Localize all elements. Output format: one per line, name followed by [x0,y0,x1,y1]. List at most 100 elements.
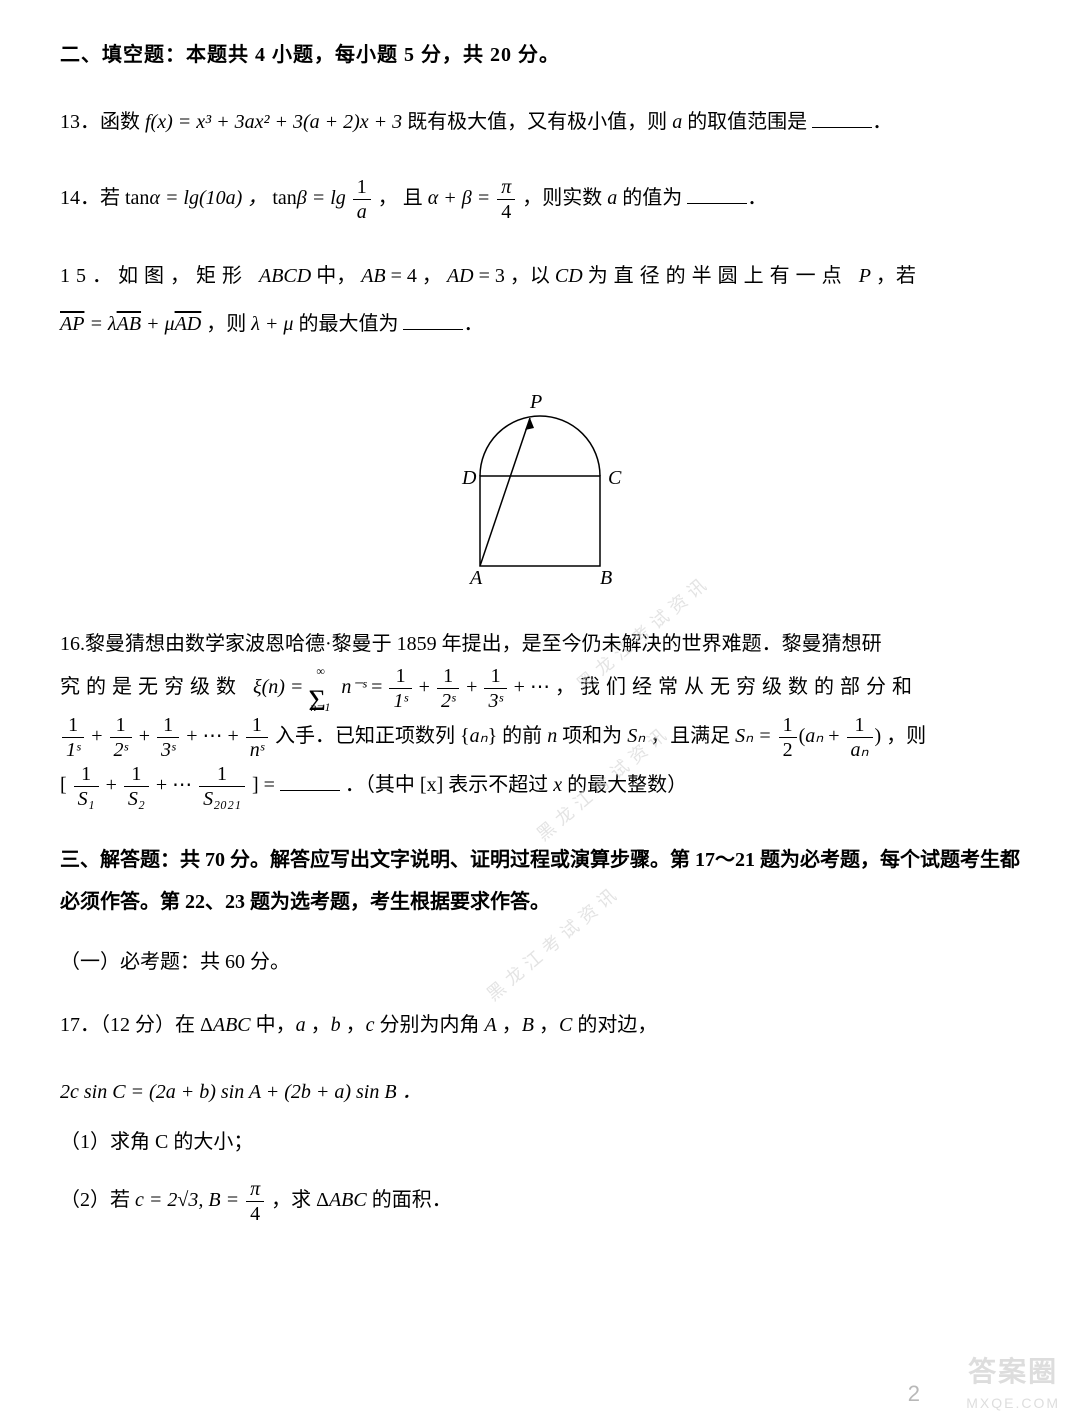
frac-num: 1 [110,713,132,738]
frac-den: 4 [497,200,515,224]
problem-13: 13．函数 f(x) = x³ + 3ax² + 3(a + 2)x + 3 既… [60,98,1020,146]
p17-B: B [522,1014,534,1036]
problem-15: 15．如图，矩形 ABCD 中， AB = 4 ， AD = 3 ，以 CD 为… [60,252,1020,348]
frac-den: 4 [246,1202,264,1226]
p16-an: aₙ [470,725,488,747]
p13-blank [812,108,872,128]
p15-1c: 为直径的半圆上有一点 [588,265,859,287]
p15-vec-ad: AD [175,313,202,335]
p17-eqline: 2c sin C = (2a + b) sin A + (2b + a) sin… [60,1077,1020,1107]
section-2-header: 二、填空题：本题共 4 小题，每小题 5 分，共 20 分。 [60,40,1020,70]
frac-num: 1 [74,762,99,787]
p16-zeta: ξ(n) = [253,676,308,698]
fig-label-b: B [600,567,612,589]
p14-and: 且 [403,187,428,209]
p16-sn: Sₙ [627,725,645,747]
frac-den: 3ˢ [484,689,506,713]
p17-abc2: ABC [329,1189,367,1211]
p16-l1: 16.黎曼猜想由数学家波恩哈德·黎曼于 1859 年提出，是至今仍未解决的世界难… [60,633,882,655]
p13-formula: f(x) = x³ + 3ax² + 3(a + 2)x + 3 [145,111,402,133]
p15-eq4: = 4 ， [386,265,447,287]
frac-num: 1 [437,664,459,689]
p17-q1: （1）求角 C 的大小； [60,1127,1020,1157]
fig-label-c: C [608,467,622,489]
p15-cd: CD [555,265,583,287]
p16-f3: 13ˢ [484,664,506,713]
fig-label-p: P [529,391,542,413]
p16-f1: 11ˢ [389,664,411,713]
frac-den: S₁ [74,787,99,811]
fig-label-d: D [461,467,477,489]
p17-C: C [559,1014,572,1036]
frac-den: 2ˢ [110,738,132,762]
p16-tail2: 的最大整数） [562,774,687,796]
p16-s2021: 1S₂₀₂₁ [199,762,245,811]
problem-16: 16.黎曼猜想由数学家波恩哈德·黎曼于 1859 年提出，是至今仍未解决的世界难… [60,624,1020,811]
p16-eq: = [371,676,387,698]
p16-pf3: 13ˢ [157,713,179,762]
p15-1d: ，若 [871,265,916,287]
p16-l4b: ] = [252,774,280,796]
p14-tc: 的值为 [622,187,682,209]
p16-f2: 12ˢ [437,664,459,713]
p15-plusmu: + μ [146,313,175,335]
p14-ab: α + β = [428,187,495,209]
p16-n: n [547,725,557,747]
p14-eq2: = lg [307,187,346,209]
p14-a: 14．若 tan [60,187,149,209]
sum-from: n=1 [310,695,330,719]
p17-b: b [331,1014,341,1036]
p15-1b: 中， [311,265,361,287]
p16-sn2: Sₙ = [735,725,776,747]
p15-eq3: = 3 ，以 [474,265,555,287]
p17-c: c [366,1014,375,1036]
frac-den: 2ˢ [437,689,459,713]
p15-ab: AB [361,265,385,287]
p17-A: A [485,1014,497,1036]
problem-14: 14．若 tanα = lg(10a) ， tanβ = lg 1a ， 且 α… [60,174,1020,224]
p16-dots: + ⋯ ， [514,676,575,698]
frac-num: 1 [353,175,371,200]
p15-eqlam: = λ [89,313,116,335]
p17-ceq: c = 2√3, B = [135,1189,244,1211]
frac-num: 1 [62,713,84,738]
plus: + [823,725,844,747]
figure-15-svg: P D C A B [430,376,650,596]
p17-eq: 2c sin C = (2a + b) sin A + (2b + a) sin… [60,1081,422,1103]
p15-1a: 15．如图，矩形 [60,265,259,287]
p17-a: a [296,1014,306,1036]
p14-frac-pi4: π4 [497,175,515,224]
p16-l2a: 究的是无穷级数 [60,676,253,698]
frac-num: 1 [389,664,411,689]
p14-blank [687,184,747,204]
p17-pi4: π4 [246,1177,264,1226]
p15-lammu: λ + μ [251,313,293,335]
p14-alpha: α [149,187,160,209]
frac-den: 3ˢ [157,738,179,762]
p16-l2b: 我们经常从无穷级数的部分和 [580,676,918,698]
frac-num: 1 [157,713,179,738]
frac-den: aₙ [847,738,873,762]
p16-l3e: ，且满足 [645,725,735,747]
frac-den: 1ˢ [62,738,84,762]
p14-tanb: tan [272,187,296,209]
p13-text-b: 既有极大值，又有极小值，则 [407,111,672,133]
p17-q2: （2）若 c = 2√3, B = π4 ，求 ΔABC 的面积． [60,1177,1020,1226]
p17-t3: 的对边， [572,1014,657,1036]
p16-half: 12 [779,713,797,762]
p16-comma2: ，则 [881,725,926,747]
frac-num: 1 [779,713,797,738]
p16-tail: ．（其中 [x] 表示不超过 [345,774,553,796]
p15-blank [403,310,463,330]
p14-eq1: = lg(10a) ， [160,187,267,209]
p17-q2b: ，求 Δ [271,1189,329,1211]
p13-text-c: 的取值范围是 [687,111,812,133]
p17-head: 17．（12 分）在 Δ [60,1014,213,1036]
frac-den: 1ˢ [389,689,411,713]
page-number: 2 [908,1377,920,1410]
p17-mid: 中， [251,1014,296,1036]
p13-var-a: a [672,111,682,133]
p15-ad: AD [447,265,474,287]
p16-body: n⁻ˢ [341,676,366,698]
p14-frac-1-a: 1a [353,175,371,224]
